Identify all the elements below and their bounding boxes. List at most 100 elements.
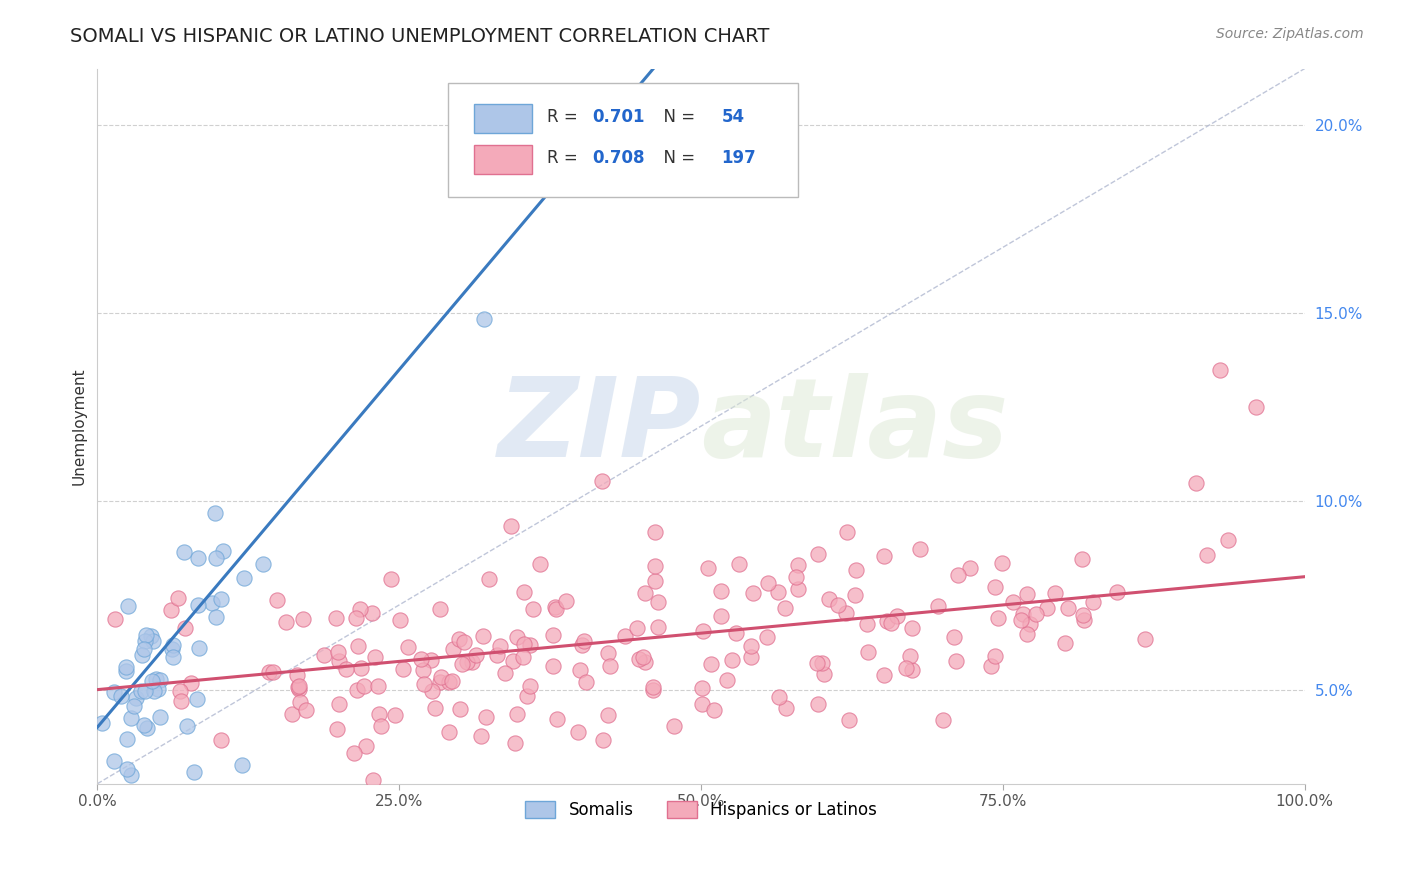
Point — [160, 641, 183, 656]
Point — [425, 701, 447, 715]
Point — [574, 634, 596, 648]
Point — [703, 703, 725, 717]
Text: SOMALI VS HISPANIC OR LATINO UNEMPLOYMENT CORRELATION CHART: SOMALI VS HISPANIC OR LATINO UNEMPLOYMEN… — [70, 27, 769, 45]
Point — [335, 662, 357, 676]
Point — [187, 598, 209, 612]
Point — [742, 586, 765, 600]
Point — [409, 652, 432, 666]
Point — [775, 701, 797, 715]
Point — [896, 661, 918, 675]
Point — [294, 703, 316, 717]
Point — [696, 561, 718, 575]
Point — [900, 664, 922, 678]
Point — [602, 128, 624, 143]
Text: Source: ZipAtlas.com: Source: ZipAtlas.com — [1216, 27, 1364, 41]
Point — [876, 614, 898, 628]
Point — [1195, 548, 1218, 562]
Point — [529, 557, 551, 571]
Point — [787, 558, 810, 572]
Point — [898, 648, 921, 663]
Point — [132, 718, 155, 732]
Point — [187, 550, 209, 565]
Point — [449, 632, 471, 646]
Text: N =: N = — [652, 108, 700, 126]
Point — [502, 654, 524, 668]
Point — [461, 655, 484, 669]
Point — [710, 608, 733, 623]
Point — [1018, 616, 1040, 631]
Point — [349, 602, 371, 616]
Point — [1057, 601, 1080, 615]
Point — [429, 675, 451, 690]
Point — [908, 541, 931, 556]
Point — [716, 673, 738, 688]
Point — [662, 719, 685, 733]
Point — [212, 544, 235, 558]
Point — [513, 637, 536, 651]
Point — [886, 609, 908, 624]
Point — [873, 549, 896, 564]
Point — [231, 758, 253, 772]
Point — [945, 654, 967, 668]
Point — [367, 679, 389, 693]
Point — [354, 739, 377, 753]
Point — [813, 667, 835, 681]
Point — [115, 762, 138, 776]
Point — [605, 118, 627, 132]
Point — [486, 648, 509, 662]
Point — [422, 684, 444, 698]
Point — [541, 628, 564, 642]
Point — [117, 599, 139, 613]
Point — [291, 612, 314, 626]
Point — [980, 658, 1002, 673]
Point — [328, 697, 350, 711]
Point — [599, 658, 621, 673]
Point — [465, 648, 488, 662]
Point — [932, 713, 955, 727]
Point — [835, 524, 858, 539]
Point — [122, 698, 145, 713]
Point — [827, 599, 849, 613]
Point — [430, 669, 453, 683]
Point — [205, 610, 228, 624]
Point — [554, 593, 576, 607]
Point — [145, 672, 167, 686]
Point — [326, 722, 349, 736]
Point — [232, 571, 254, 585]
Point — [104, 612, 127, 626]
Point — [361, 606, 384, 620]
Point — [641, 683, 664, 698]
Point — [412, 663, 434, 677]
Point — [380, 572, 402, 586]
Point — [477, 573, 499, 587]
Point — [389, 613, 412, 627]
Point — [505, 630, 527, 644]
Point — [1209, 362, 1232, 376]
Point — [187, 641, 209, 656]
Point — [449, 702, 471, 716]
Point — [396, 640, 419, 655]
Point — [873, 667, 896, 681]
Point — [513, 585, 536, 599]
Point — [361, 772, 384, 787]
Point — [1071, 607, 1094, 622]
Point — [543, 118, 565, 132]
FancyBboxPatch shape — [447, 83, 797, 197]
Point — [115, 731, 138, 746]
Text: N =: N = — [652, 149, 700, 167]
Point — [173, 545, 195, 559]
Point — [350, 661, 373, 675]
Point — [786, 582, 808, 597]
Point — [328, 654, 350, 668]
Point — [132, 641, 155, 656]
Point — [471, 629, 494, 643]
Point — [110, 690, 132, 704]
Point — [135, 721, 157, 735]
Text: R =: R = — [547, 108, 582, 126]
Point — [347, 639, 370, 653]
Point — [946, 567, 969, 582]
Point — [135, 628, 157, 642]
Point — [1218, 533, 1240, 547]
Point — [134, 634, 156, 648]
Point — [641, 680, 664, 694]
